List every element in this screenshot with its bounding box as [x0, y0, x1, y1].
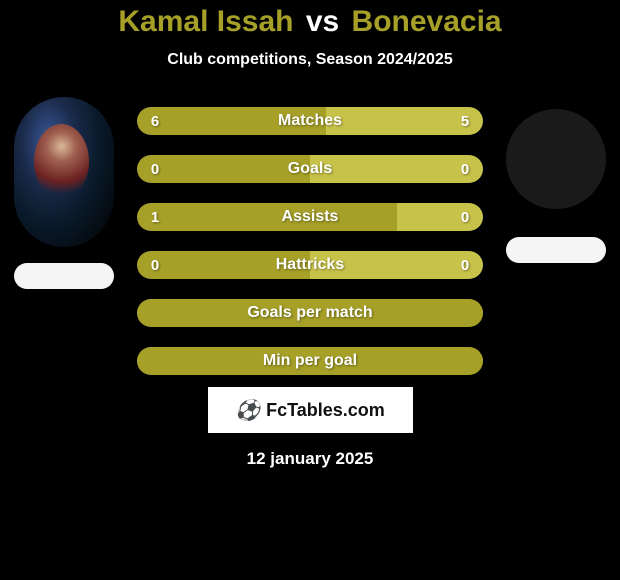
date-text: 12 january 2025: [10, 449, 610, 469]
brand-text: FcTables.com: [266, 400, 385, 421]
avatar-left: [14, 97, 114, 247]
stat-value-right: 0: [461, 209, 469, 226]
stat-value-right: 0: [461, 161, 469, 178]
stat-label: Matches: [137, 112, 483, 130]
stat-label: Goals per match: [137, 304, 483, 322]
stat-row: 6Matches5: [137, 107, 483, 135]
page-title: Kamal Issah vs Bonevacia: [10, 5, 610, 39]
stat-value-right: 0: [461, 257, 469, 274]
avatar-right: [506, 109, 606, 209]
stat-row: 1Assists0: [137, 203, 483, 231]
title-vs: vs: [306, 5, 339, 38]
soccer-icon: ⚽: [235, 398, 260, 423]
stat-row: 0Goals0: [137, 155, 483, 183]
title-player1: Kamal Issah: [118, 5, 293, 38]
stat-value-right: 5: [461, 113, 469, 130]
subtitle: Club competitions, Season 2024/2025: [10, 51, 610, 69]
avatar-left-col: [10, 97, 119, 289]
stat-label: Assists: [137, 208, 483, 226]
avatar-right-col: [501, 97, 610, 263]
stat-row: Goals per match: [137, 299, 483, 327]
comparison-infographic: Kamal Issah vs Bonevacia Club competitio…: [0, 0, 620, 469]
stat-label: Goals: [137, 160, 483, 178]
main-row: 6Matches50Goals01Assists00Hattricks0Goal…: [10, 97, 610, 375]
stat-label: Hattricks: [137, 256, 483, 274]
stat-row: Min per goal: [137, 347, 483, 375]
brand-badge: ⚽ FcTables.com: [208, 387, 413, 433]
stat-row: 0Hattricks0: [137, 251, 483, 279]
title-player2: Bonevacia: [352, 5, 502, 38]
name-placeholder-left: [14, 263, 114, 289]
name-placeholder-right: [506, 237, 606, 263]
stat-label: Min per goal: [137, 352, 483, 370]
stat-bars: 6Matches50Goals01Assists00Hattricks0Goal…: [137, 107, 483, 375]
